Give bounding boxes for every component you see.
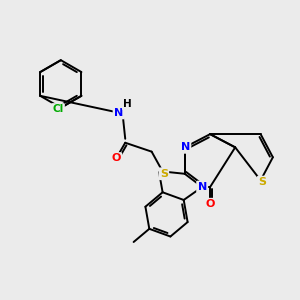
Text: O: O (206, 199, 215, 209)
Text: N: N (198, 182, 207, 192)
Text: O: O (112, 154, 121, 164)
Text: Cl: Cl (52, 104, 64, 114)
Text: S: S (258, 177, 266, 187)
Text: N: N (181, 142, 190, 152)
Text: H: H (123, 99, 132, 109)
Text: N: N (114, 108, 123, 118)
Text: S: S (160, 169, 168, 179)
